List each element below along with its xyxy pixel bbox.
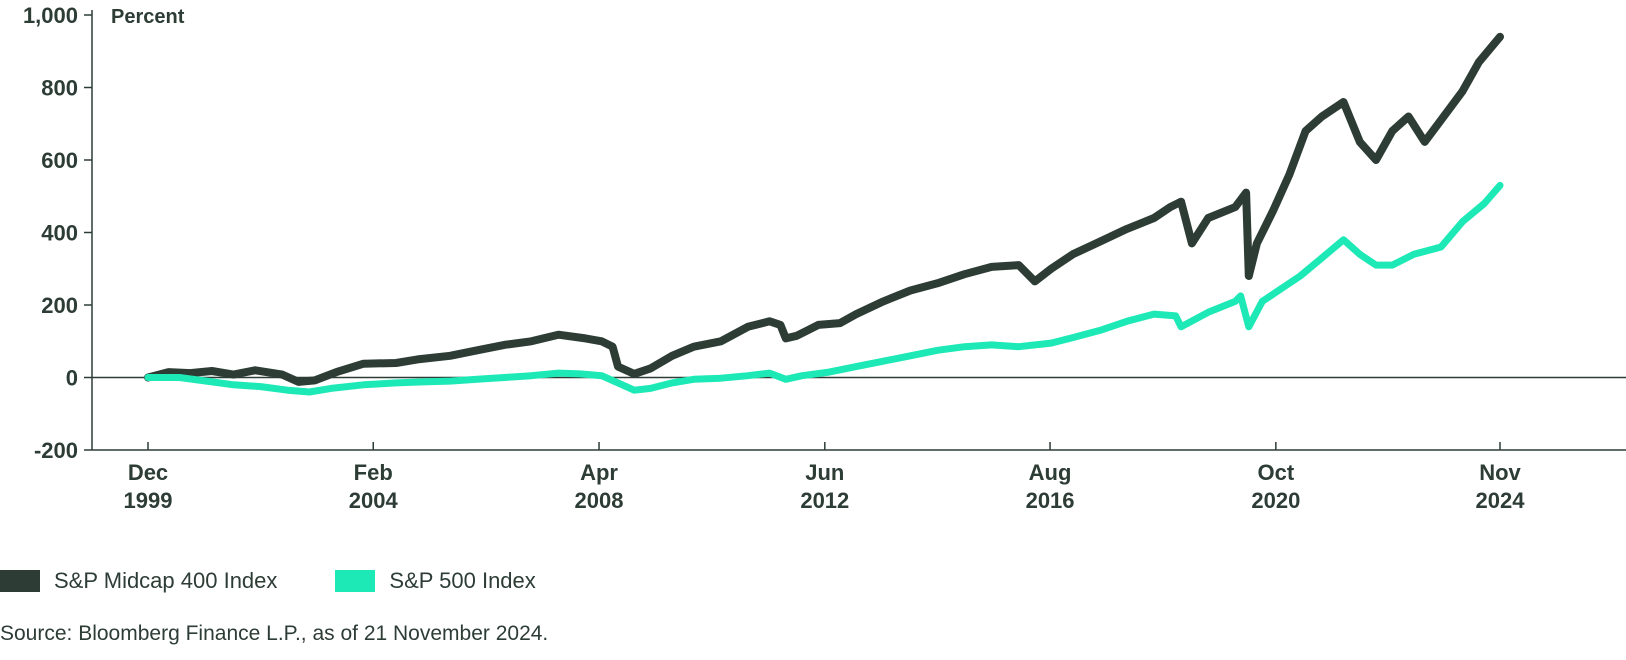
y-axis: -200 0 200 400 600 800 1,000 xyxy=(23,3,93,463)
legend-label-midcap: S&P Midcap 400 Index xyxy=(54,568,278,593)
legend-label-sp500: S&P 500 Index xyxy=(389,568,536,593)
legend-swatch-midcap xyxy=(0,570,40,592)
series-line-midcap xyxy=(144,32,1504,386)
x-tick-label-year: 2016 xyxy=(1026,488,1075,513)
x-tick-label-year: 1999 xyxy=(124,488,173,513)
y-tick-label: -200 xyxy=(34,438,78,463)
y-tick-label: 400 xyxy=(41,221,78,246)
source-note: Source: Bloomberg Finance L.P., as of 21… xyxy=(0,622,549,645)
legend: S&P Midcap 400 Index S&P 500 Index xyxy=(0,566,594,596)
x-tick-label-month: Jun xyxy=(805,460,844,485)
legend-swatch-sp500 xyxy=(335,570,376,592)
series-layer xyxy=(144,32,1504,396)
x-tick-label-year: 2020 xyxy=(1251,488,1300,513)
x-tick-label-year: 2024 xyxy=(1476,488,1526,513)
x-tick-label-month: Feb xyxy=(354,460,393,485)
x-tick-label-month: Aug xyxy=(1029,460,1072,485)
legend-item-sp500: S&P 500 Index xyxy=(335,568,536,594)
y-tick-label: 0 xyxy=(66,366,78,391)
line-chart: Percent -200 0 200 400 600 800 1,000 Dec 1999 Fe… xyxy=(23,3,1626,513)
y-tick-label: 1,000 xyxy=(23,3,78,28)
x-tick-label-year: 2008 xyxy=(575,488,624,513)
x-tick-label-year: 2004 xyxy=(349,488,399,513)
y-tick-label: 600 xyxy=(41,148,78,173)
x-axis: Dec 1999 Feb 2004 Apr 2008 Jun 2012 Aug 2016 Oct 20… xyxy=(92,376,1626,513)
x-tick-label-month: Dec xyxy=(128,460,168,485)
y-tick-label: 800 xyxy=(41,76,78,101)
x-tick-label-month: Apr xyxy=(580,460,618,485)
legend-item-midcap: S&P Midcap 400 Index xyxy=(0,568,277,594)
y-tick-label: 200 xyxy=(41,293,78,318)
series-line-sp500 xyxy=(144,181,1504,396)
x-tick-label-month: Oct xyxy=(1257,460,1294,485)
x-tick-label-month: Nov xyxy=(1479,460,1521,485)
x-tick-label-year: 2012 xyxy=(800,488,849,513)
y-unit-label: Percent xyxy=(111,6,185,28)
